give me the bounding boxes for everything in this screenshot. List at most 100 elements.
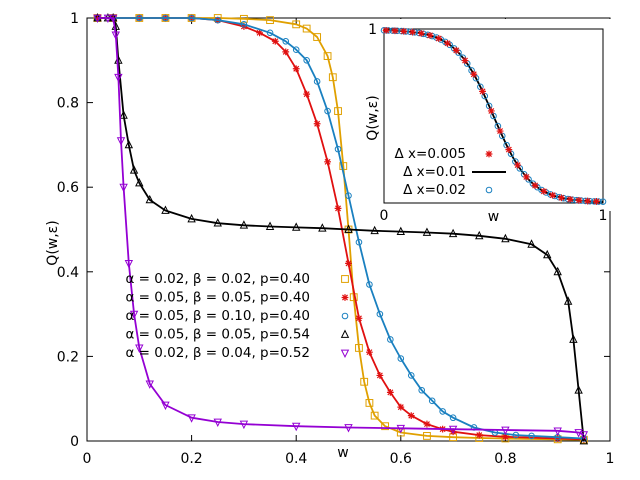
data-point — [111, 31, 120, 40]
data-point — [376, 310, 384, 318]
data-point — [345, 192, 352, 199]
inset-x-tick-label: 1 — [599, 208, 608, 224]
inset-data-point — [512, 158, 519, 165]
data-point — [355, 344, 363, 352]
inset-frame — [383, 28, 604, 204]
main-series-group — [93, 12, 589, 445]
inset-data-point — [529, 180, 537, 187]
data-point — [501, 233, 510, 243]
inset-data-point — [584, 197, 592, 205]
inset-data-point — [382, 27, 390, 34]
data-point — [94, 14, 101, 22]
data-point — [553, 427, 562, 436]
legend-label: α = 0.05, β = 0.05, p=0.54 — [125, 327, 310, 343]
data-point — [116, 137, 126, 146]
data-point — [579, 435, 589, 445]
data-point — [366, 348, 373, 356]
data-point — [161, 205, 170, 214]
inset-data-point — [514, 161, 521, 169]
data-point — [302, 24, 311, 33]
data-point — [574, 385, 583, 394]
inset-x-tick-label: 0 — [380, 208, 389, 224]
inset-data-point — [496, 127, 504, 135]
main-legend: α = 0.02, β = 0.02, p=0.40 α = 0.05, β = … — [125, 271, 350, 361]
data-point — [323, 52, 332, 60]
inset-y-tick-label: 1 — [368, 22, 377, 38]
data-point — [119, 183, 128, 193]
data-point — [271, 37, 279, 45]
x-tick-label: 0.6 — [390, 451, 412, 467]
data-point — [563, 296, 573, 305]
data-point — [239, 420, 249, 430]
data-point — [124, 259, 134, 269]
inset-data-point — [450, 45, 458, 52]
inset-data-point — [409, 28, 416, 36]
data-point — [334, 204, 342, 212]
data-point — [256, 29, 263, 37]
legend-label: α = 0.05, β = 0.10, p=0.40 — [125, 308, 310, 324]
inset-data-point — [534, 183, 541, 191]
data-point — [135, 344, 144, 353]
data-point — [528, 432, 535, 440]
inset-data-point — [593, 198, 600, 205]
inset-data-point — [557, 194, 565, 202]
inset-data-point — [575, 196, 583, 204]
data-point — [145, 194, 154, 204]
data-point — [292, 46, 300, 54]
series-3 — [94, 14, 588, 442]
inset-data-point — [446, 41, 454, 49]
inset-x-axis-label: w — [488, 209, 499, 225]
data-point — [240, 21, 248, 28]
data-point — [108, 14, 118, 24]
legend-label: α = 0.02, β = 0.02, p=0.40 — [125, 271, 310, 287]
x-tick-label: 0.4 — [285, 451, 307, 467]
data-point — [448, 425, 458, 435]
data-point — [475, 431, 483, 439]
data-point — [187, 414, 196, 423]
data-point — [365, 399, 374, 407]
y-tick-label: 0.8 — [57, 96, 79, 112]
data-point — [381, 422, 390, 431]
inset-data-point — [417, 29, 425, 37]
data-point — [501, 426, 510, 436]
inset-data-point — [444, 39, 451, 47]
data-point — [213, 218, 222, 227]
data-point — [344, 224, 353, 233]
data-point — [386, 388, 394, 396]
data-point — [502, 433, 509, 441]
data-point — [303, 90, 311, 98]
data-point — [387, 336, 394, 343]
data-point — [366, 281, 373, 288]
inset-data-point — [540, 187, 548, 195]
data-point — [527, 239, 536, 248]
data-point — [370, 225, 379, 235]
data-point — [407, 412, 415, 420]
data-point — [569, 334, 578, 343]
data-point — [449, 428, 457, 436]
y-tick-label: 1 — [70, 11, 79, 27]
main-axes: 0 0.2 0.4 0.6 0.8 1 0 0.2 0.4 0.6 0.8 1 — [57, 11, 615, 467]
x-tick-label: 0.2 — [180, 451, 202, 467]
inset-data-point — [468, 67, 475, 74]
inset-data-point — [472, 74, 480, 82]
data-point — [313, 78, 321, 85]
legend-marker — [340, 349, 350, 359]
inset-y-axis-label: Q(w,ε) — [365, 95, 381, 140]
data-point — [512, 431, 520, 439]
data-point — [282, 48, 290, 56]
data-point — [136, 14, 143, 22]
data-point — [265, 221, 275, 230]
data-point — [324, 107, 331, 115]
data-point — [240, 14, 248, 23]
legend-label: α = 0.05, β = 0.05, p=0.40 — [125, 290, 310, 306]
data-point — [407, 372, 415, 379]
inset-data-point — [599, 198, 607, 205]
legend-marker — [341, 275, 349, 283]
data-point — [119, 110, 128, 119]
y-axis-label: Q(w,ε) — [45, 220, 61, 265]
data-point — [313, 33, 322, 41]
data-point — [355, 238, 363, 246]
data-point — [328, 73, 337, 82]
inset-data-point — [461, 57, 469, 64]
data-point — [292, 65, 300, 73]
